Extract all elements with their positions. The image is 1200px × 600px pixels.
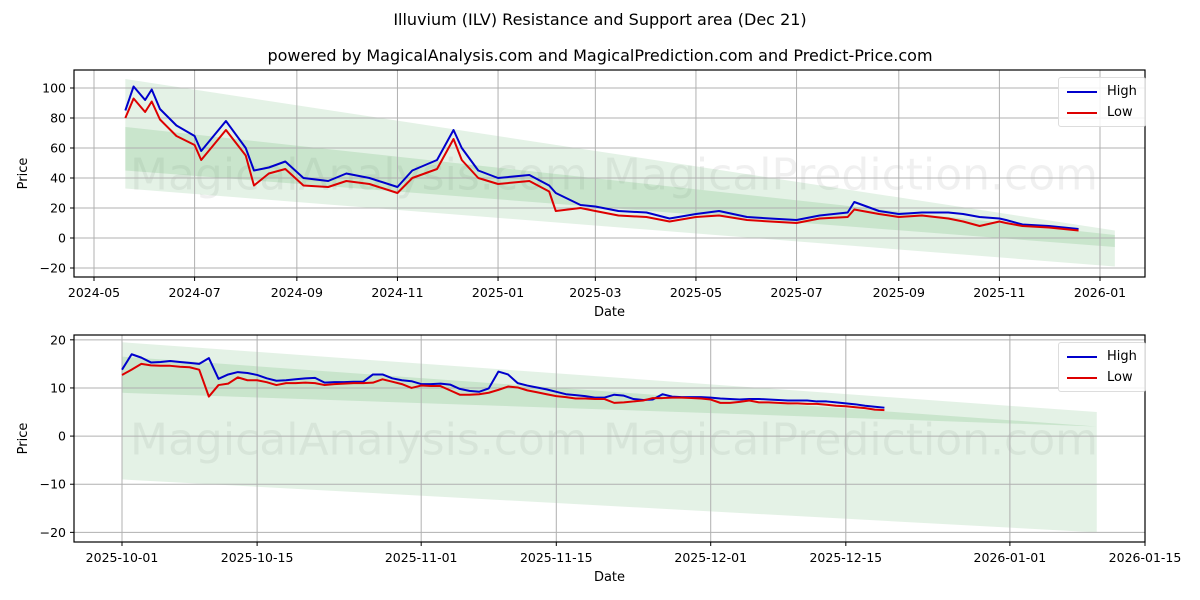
x-tick-label: 2025-01	[472, 285, 524, 300]
high-price-line	[124, 85, 1079, 230]
legend-item-high: High	[1067, 346, 1137, 367]
y-tick-label: −10	[40, 477, 66, 492]
y-axis-label: Price	[16, 158, 31, 190]
chart-subtitle: powered by MagicalAnalysis.com and Magic…	[267, 46, 933, 65]
x-tick-label: 2025-12-01	[674, 550, 747, 565]
x-tick-label: 2024-07	[168, 285, 220, 300]
chart-title: Illuvium (ILV) Resistance and Support ar…	[393, 10, 807, 29]
x-tick-label: 2026-01	[1074, 285, 1126, 300]
x-tick-label: 2025-09	[873, 285, 925, 300]
low-line-swatch-icon	[1067, 376, 1097, 379]
legend-bottom: High Low	[1058, 342, 1146, 392]
y-tick-label: 20	[50, 332, 66, 347]
y-tick-label: 0	[58, 231, 66, 246]
x-tick-label: 2025-11-15	[520, 550, 593, 565]
y-tick-label: 60	[50, 141, 66, 156]
x-tick-label: 2025-03	[569, 285, 621, 300]
x-tick-label: 2024-09	[271, 285, 323, 300]
x-tick-label: 2024-11	[371, 285, 423, 300]
x-tick-label: 2025-10-15	[221, 550, 294, 565]
x-tick-label: 2025-11-01	[385, 550, 458, 565]
plot-frame	[73, 334, 1146, 543]
x-tick-label: 2025-12-15	[809, 550, 882, 565]
y-tick-label: 80	[50, 111, 66, 126]
bottom-chart: MagicalAnalysis.com MagicalPrediction.com…	[16, 332, 1181, 585]
x-tick-label: 2026-01-01	[974, 550, 1047, 565]
x-tick-label: 2025-07	[770, 285, 822, 300]
support-resistance-band	[125, 79, 1115, 267]
y-tick-label: −20	[40, 261, 66, 276]
legend-item-high: High	[1067, 81, 1137, 102]
legend-item-low: Low	[1067, 102, 1137, 123]
watermark: MagicalPrediction.com	[603, 415, 1098, 466]
x-tick-label: 2025-05	[670, 285, 722, 300]
high-line-swatch-icon	[1067, 90, 1097, 93]
y-tick-label: −20	[40, 525, 66, 540]
x-tick-label: 2026-01-15	[1109, 550, 1182, 565]
watermark: MagicalAnalysis.com	[130, 415, 588, 466]
x-tick-label: 2024-05	[68, 285, 120, 300]
low-price-line	[121, 362, 885, 412]
x-axis-label: Date	[594, 305, 625, 320]
y-tick-label: 20	[50, 201, 66, 216]
support-resistance-band	[122, 342, 1097, 533]
x-tick-label: 2025-11	[973, 285, 1025, 300]
plot-frame	[73, 69, 1146, 278]
legend-item-low: Low	[1067, 367, 1137, 388]
y-tick-label: 100	[42, 81, 66, 96]
x-tick-label: 2025-10-01	[86, 550, 159, 565]
high-line-swatch-icon	[1067, 355, 1097, 358]
x-axis-label: Date	[594, 570, 625, 585]
legend-top: High Low	[1058, 77, 1146, 127]
support-resistance-band	[125, 127, 1115, 247]
y-axis-label: Price	[16, 423, 31, 455]
y-tick-label: 0	[58, 429, 66, 444]
top-chart: MagicalAnalysis.com MagicalPrediction.com…	[16, 69, 1146, 320]
y-tick-label: 40	[50, 171, 66, 186]
low-price-line	[124, 97, 1079, 232]
low-line-swatch-icon	[1067, 111, 1097, 114]
high-price-line	[121, 353, 885, 409]
support-resistance-band	[122, 356, 1097, 427]
y-tick-label: 10	[50, 380, 66, 395]
watermark: MagicalPrediction.com	[603, 150, 1098, 201]
